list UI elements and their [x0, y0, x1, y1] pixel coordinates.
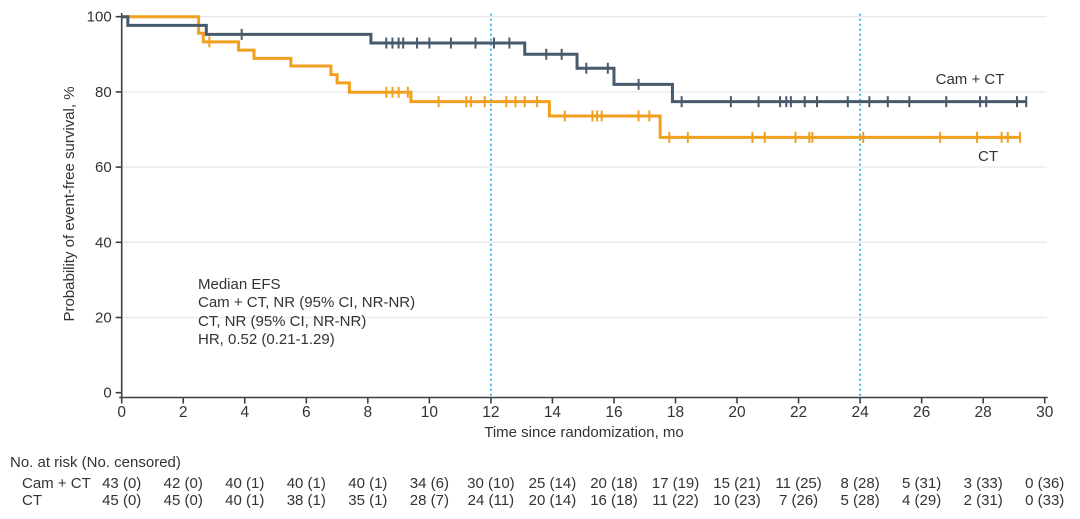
- risk-cell: 0 (33): [1025, 492, 1065, 509]
- risk-cell: 10 (23): [713, 492, 761, 509]
- risk-cell: 40 (1): [348, 475, 388, 492]
- risk-cell: 34 (6): [409, 475, 449, 492]
- x-tick-label: 18: [667, 404, 684, 421]
- risk-cell: 28 (7): [409, 492, 449, 509]
- median-efs-annotation: Median EFS Cam + CT, NR (95% CI, NR-NR) …: [198, 276, 415, 349]
- y-tick-label: 80: [95, 84, 112, 101]
- curve-label-cam-ct: Cam + CT: [935, 71, 1005, 88]
- x-tick-label: 8: [364, 404, 373, 421]
- x-tick-label: 4: [240, 404, 249, 421]
- risk-cell: 30 (10): [467, 475, 515, 492]
- annotation-ct-median: CT, NR (95% CI, NR-NR): [198, 312, 367, 330]
- risk-cell: 20 (14): [528, 492, 577, 509]
- x-tick-label: 12: [482, 404, 499, 421]
- risk-cell: 42 (0): [163, 475, 203, 492]
- risk-cell: 5 (31): [902, 475, 942, 492]
- risk-table-header: No. at risk (No. censored): [10, 454, 181, 471]
- risk-cell: 40 (1): [225, 475, 265, 492]
- risk-row-label-cam-ct: Cam + CT: [22, 475, 91, 492]
- risk-cell: 2 (31): [963, 492, 1003, 509]
- annotation-hazard-ratio: HR, 0.52 (0.21-1.29): [198, 330, 335, 348]
- risk-cell: 45 (0): [163, 492, 203, 509]
- x-tick-label: 30: [1036, 404, 1054, 421]
- risk-cell: 8 (28): [840, 475, 880, 492]
- x-tick-label: 22: [790, 404, 807, 421]
- x-tick-label: 26: [913, 404, 930, 421]
- risk-cell: 25 (14): [528, 475, 577, 492]
- x-tick-label: 14: [544, 404, 562, 421]
- curve-label-ct: CT: [978, 148, 998, 165]
- risk-cell: 7 (26): [778, 492, 819, 509]
- risk-cell: 16 (18): [590, 492, 638, 509]
- x-tick-label: 16: [605, 404, 622, 421]
- annotation-median-efs: Median EFS: [198, 276, 281, 293]
- risk-cell: 3 (33): [963, 475, 1003, 492]
- x-tick-label: 0: [117, 404, 126, 421]
- risk-cell: 38 (1): [286, 492, 326, 509]
- x-tick-label: 2: [179, 404, 188, 421]
- y-tick-label: 0: [103, 385, 111, 402]
- risk-cell: 5 (28): [840, 492, 880, 509]
- risk-cell: 0 (36): [1025, 475, 1065, 492]
- risk-cell: 20 (18): [590, 475, 638, 492]
- ct-curve: [121, 15, 1021, 139]
- x-tick-label: 6: [302, 404, 311, 421]
- risk-cell: 45 (0): [102, 492, 142, 509]
- y-tick-label: 100: [87, 9, 112, 26]
- x-axis-title: Time since randomization, mo: [484, 424, 684, 441]
- cam-ct-curve: [121, 15, 1027, 104]
- risk-cell: 15 (21): [713, 475, 761, 492]
- x-tick-label: 20: [728, 404, 746, 421]
- y-tick-label: 40: [95, 234, 112, 251]
- risk-cell: 4 (29): [902, 492, 942, 509]
- x-tick-label: 10: [421, 404, 439, 421]
- risk-cell: 11 (22): [652, 492, 699, 509]
- annotation-camct-median: Cam + CT, NR (95% CI, NR-NR): [198, 294, 416, 312]
- y-axis-title: Probability of event-free survival, %: [61, 86, 78, 322]
- risk-cell: 35 (1): [348, 492, 388, 509]
- risk-cell: 40 (1): [225, 492, 265, 509]
- x-tick-label: 28: [975, 404, 992, 421]
- risk-cell: 43 (0): [102, 475, 142, 492]
- x-tick-label: 24: [851, 404, 869, 421]
- risk-row-label-ct: CT: [22, 492, 42, 509]
- risk-cell: 40 (1): [286, 475, 326, 492]
- y-tick-label: 20: [95, 310, 112, 327]
- risk-cell: 17 (19): [651, 475, 700, 492]
- risk-cell: 24 (11): [467, 492, 515, 509]
- y-tick-label: 60: [95, 159, 112, 176]
- risk-cell: 11 (25): [775, 475, 822, 492]
